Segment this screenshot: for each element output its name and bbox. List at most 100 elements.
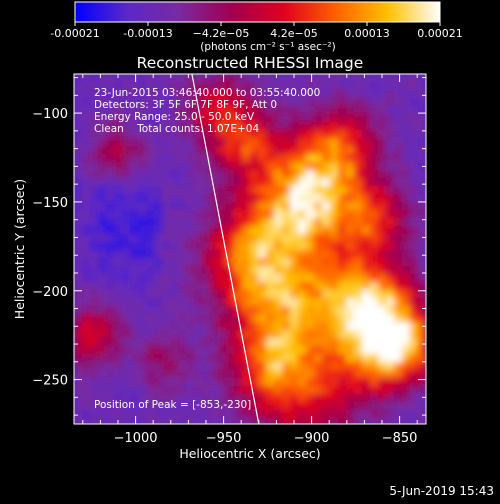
heatmap-cell xyxy=(306,234,315,243)
heatmap-cell xyxy=(362,402,371,411)
heatmap-cell xyxy=(170,138,179,147)
heatmap-cell xyxy=(146,354,155,363)
heatmap-cell xyxy=(386,74,395,83)
heatmap-cell xyxy=(106,106,115,115)
heatmap-cell xyxy=(330,290,339,299)
heatmap-cell xyxy=(338,194,347,203)
heatmap-cell xyxy=(170,298,179,307)
heatmap-cell xyxy=(338,290,347,299)
heatmap-cell xyxy=(386,210,395,219)
heatmap-cell xyxy=(122,170,131,179)
heatmap-cell xyxy=(274,82,283,91)
heatmap-cell xyxy=(234,378,243,387)
heatmap-cell xyxy=(138,410,147,419)
heatmap-cell xyxy=(354,90,363,99)
heatmap-cell xyxy=(314,122,323,131)
heatmap-cell xyxy=(154,298,163,307)
heatmap-cell xyxy=(346,242,355,251)
heatmap-cell xyxy=(146,346,155,355)
heatmap-cell xyxy=(314,314,323,323)
heatmap-cell xyxy=(298,138,307,147)
heatmap-cell xyxy=(82,210,91,219)
heatmap-cell xyxy=(378,298,387,307)
heatmap-cell xyxy=(82,282,91,291)
heatmap-cell xyxy=(322,418,331,424)
heatmap-cell xyxy=(410,146,419,155)
heatmap-cell xyxy=(234,122,243,131)
heatmap-cell xyxy=(402,114,411,123)
heatmap-cell xyxy=(162,362,171,371)
heatmap-cell xyxy=(122,306,131,315)
heatmap-cell xyxy=(370,202,379,211)
heatmap-cell xyxy=(130,362,139,371)
heatmap-cell xyxy=(362,154,371,163)
heatmap-cell xyxy=(290,106,299,115)
heatmap-cell xyxy=(162,74,171,83)
heatmap-cell xyxy=(322,346,331,355)
heatmap-cell xyxy=(394,242,403,251)
heatmap-cell xyxy=(274,242,283,251)
heatmap-cell xyxy=(138,386,147,395)
heatmap-cell xyxy=(114,258,123,267)
heatmap-cell xyxy=(418,90,426,99)
heatmap-cell xyxy=(418,266,426,275)
heatmap-cell xyxy=(394,378,403,387)
heatmap-cell xyxy=(322,162,331,171)
heatmap-cell xyxy=(346,274,355,283)
heatmap-cell xyxy=(282,290,291,299)
heatmap-cell xyxy=(354,386,363,395)
heatmap-cell xyxy=(282,114,291,123)
heatmap-cell xyxy=(74,82,83,91)
heatmap-cell xyxy=(74,162,83,171)
heatmap-cell xyxy=(218,266,227,275)
heatmap-cell xyxy=(346,394,355,403)
heatmap-cell xyxy=(394,250,403,259)
heatmap-cell xyxy=(354,418,363,424)
heatmap-cell xyxy=(330,234,339,243)
heatmap-cell xyxy=(202,114,211,123)
heatmap-cell xyxy=(290,210,299,219)
heatmap-cell xyxy=(274,322,283,331)
heatmap-cell xyxy=(210,266,219,275)
heatmap-cell xyxy=(242,162,251,171)
heatmap-cell xyxy=(274,210,283,219)
heatmap-cell xyxy=(138,98,147,107)
heatmap-cell xyxy=(138,138,147,147)
heatmap-cell xyxy=(282,170,291,179)
heatmap-cell xyxy=(394,306,403,315)
heatmap-cell xyxy=(346,418,355,424)
heatmap-cell xyxy=(194,146,203,155)
heatmap-cell xyxy=(226,386,235,395)
heatmap-cell xyxy=(210,218,219,227)
heatmap-cell xyxy=(82,178,91,187)
heatmap-cell xyxy=(386,226,395,235)
heatmap-cell xyxy=(98,170,107,179)
heatmap-cell xyxy=(122,178,131,187)
heatmap-cell xyxy=(218,114,227,123)
heatmap-cell xyxy=(346,98,355,107)
heatmap-cell xyxy=(114,154,123,163)
heatmap-cell xyxy=(202,410,211,419)
heatmap-cell xyxy=(378,354,387,363)
heatmap-cell xyxy=(362,130,371,139)
heatmap-cell xyxy=(218,178,227,187)
heatmap-cell xyxy=(330,266,339,275)
heatmap-cell xyxy=(210,162,219,171)
heatmap-cell xyxy=(330,98,339,107)
heatmap-cell xyxy=(418,130,426,139)
heatmap-cell xyxy=(90,186,99,195)
heatmap-cell xyxy=(306,346,315,355)
heatmap-cell xyxy=(306,394,315,403)
heatmap-cell xyxy=(354,258,363,267)
heatmap-cell xyxy=(290,90,299,99)
heatmap-cell xyxy=(322,370,331,379)
heatmap-cell xyxy=(162,194,171,203)
heatmap-cell xyxy=(122,194,131,203)
heatmap-cell xyxy=(98,250,107,259)
heatmap-cell xyxy=(154,338,163,347)
heatmap-cell xyxy=(410,386,419,395)
heatmap-cell xyxy=(354,306,363,315)
heatmap-cell xyxy=(74,114,83,123)
heatmap-cell xyxy=(98,322,107,331)
heatmap-cell xyxy=(146,410,155,419)
